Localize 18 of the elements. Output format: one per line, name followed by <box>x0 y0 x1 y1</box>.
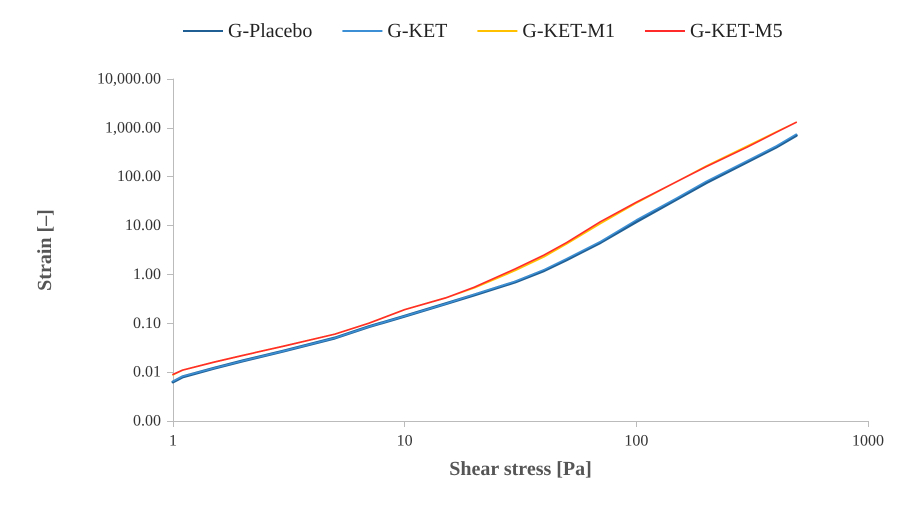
legend-label: G-KET-M1 <box>522 20 615 42</box>
x-tick-label: 10 <box>396 432 413 450</box>
x-tick-label: 1000 <box>852 432 884 450</box>
y-axis-title: Strain [–] <box>34 209 56 291</box>
y-tick-label: 1.00 <box>133 266 161 283</box>
y-tick-label: 100.00 <box>117 168 161 186</box>
legend-label: G-KET <box>387 20 448 42</box>
y-tick-label: 0.00 <box>133 412 161 430</box>
x-tick-label: 1 <box>169 432 177 450</box>
legend-label: G-Placebo <box>228 20 312 42</box>
y-tick-label: 0.01 <box>133 364 161 381</box>
legend-label: G-KET-M5 <box>690 20 783 42</box>
y-tick-label: 1,000.00 <box>105 119 161 136</box>
y-tick-label: 10.00 <box>125 217 161 234</box>
y-tick-label: 10,000.00 <box>97 70 161 88</box>
y-tick-label: 0.10 <box>133 314 161 332</box>
x-axis-title: Shear stress [Pa] <box>449 458 592 480</box>
x-tick-label: 100 <box>624 432 648 450</box>
